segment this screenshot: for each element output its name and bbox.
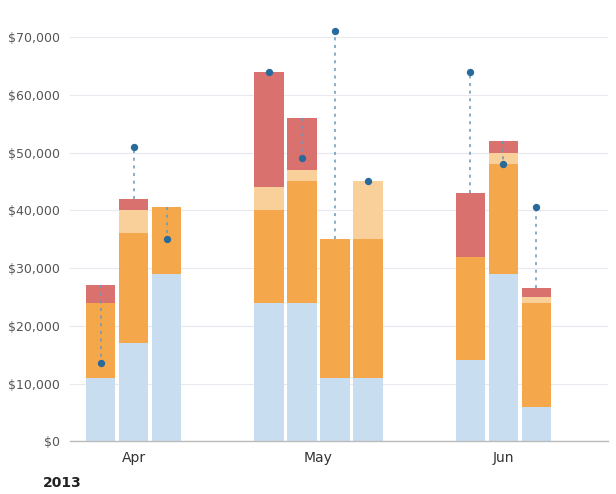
Bar [456, 256, 485, 361]
Point [465, 68, 475, 76]
Point [363, 177, 373, 185]
Bar [152, 207, 182, 274]
Bar [354, 239, 383, 378]
Point [532, 204, 541, 211]
Bar [254, 303, 283, 441]
Bar [254, 210, 283, 303]
Bar [354, 378, 383, 441]
Point [96, 359, 106, 367]
Bar [320, 239, 350, 378]
Bar [86, 378, 115, 441]
Bar [288, 118, 317, 170]
Bar [522, 303, 551, 407]
Bar [120, 234, 148, 343]
Bar [254, 72, 283, 187]
Point [129, 143, 139, 151]
Bar [456, 361, 485, 441]
Bar [488, 141, 518, 153]
Bar [522, 288, 551, 297]
Point [162, 235, 172, 243]
Bar [120, 343, 148, 441]
Bar [288, 170, 317, 181]
Point [498, 160, 508, 168]
Bar [488, 274, 518, 441]
Point [297, 155, 307, 163]
Bar [120, 210, 148, 234]
Bar [456, 193, 485, 256]
Point [264, 68, 274, 76]
Text: 2013: 2013 [43, 476, 82, 490]
Bar [522, 407, 551, 441]
Bar [488, 164, 518, 274]
Bar [320, 378, 350, 441]
Bar [120, 199, 148, 210]
Bar [86, 303, 115, 378]
Point [330, 28, 340, 36]
Bar [254, 187, 283, 210]
Bar [354, 181, 383, 239]
Bar [288, 181, 317, 303]
Bar [488, 153, 518, 164]
Bar [522, 297, 551, 303]
Bar [86, 286, 115, 303]
Bar [288, 303, 317, 441]
Bar [152, 274, 182, 441]
